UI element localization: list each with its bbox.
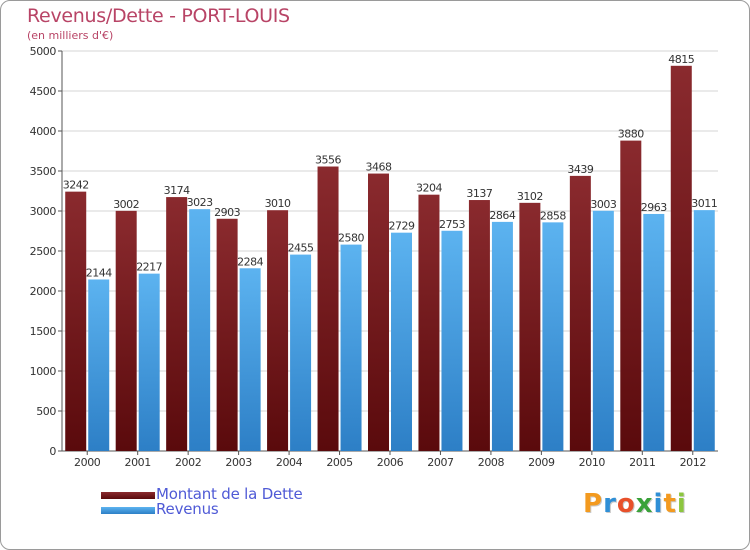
y-tick-label-4000: 4000 [30,125,57,138]
bar-revenus-2005 [340,244,362,451]
y-tick-label-1000: 1000 [30,365,57,378]
grid-lines [62,50,718,452]
y-tick-label-0: 0 [49,445,56,458]
x-tick-label-2007: 2007 [427,456,454,469]
data-label-dette-2010: 3439 [567,163,593,176]
bar-dette-2003 [216,218,238,451]
data-label-revenus-2005: 2580 [338,232,364,245]
bar-dette-2010 [569,175,591,451]
bar-revenus-2003 [239,268,261,451]
logo-letter: r [603,489,617,519]
bar-dette-2007 [418,194,440,451]
axes: 0 500 1000 1500 2000 2500 3000 3500 4000 4500 5000… [30,45,718,469]
legend-swatch-dette [101,492,155,499]
data-label-revenus-2009: 2858 [540,209,566,222]
x-tick-label-2002: 2002 [175,456,201,469]
data-label-dette-2005: 3556 [315,154,341,167]
data-label-revenus-2006: 2729 [389,220,415,233]
data-label-revenus-2004: 2455 [288,242,314,255]
bar-revenus-2010 [592,210,614,451]
bar-dette-2000 [65,191,87,451]
bar-revenus-2000 [88,279,110,451]
x-tick-label-2009: 2009 [528,456,555,469]
bar-revenus-2002 [189,209,211,451]
data-label-dette-2007: 3204 [416,182,442,195]
data-label-revenus-2002: 3023 [187,196,213,209]
y-tick-label-2500: 2500 [30,245,57,258]
data-label-dette-2001: 3002 [113,198,139,211]
logo-letter: P [583,489,604,519]
y-tick-label-1500: 1500 [30,325,57,338]
data-label-dette-2004: 3010 [265,197,291,210]
x-tick-label-2008: 2008 [478,456,505,469]
x-tick-label-2003: 2003 [225,456,252,469]
legend-label-revenus: Revenus [156,500,219,518]
y-tick-label-5000: 5000 [30,45,57,58]
legend-swatch-revenus [101,507,155,514]
bar-revenus-2008 [491,221,513,451]
bar-dette-2002 [166,197,188,451]
bar-dette-2012 [670,65,692,452]
data-label-revenus-2000: 2144 [86,266,112,279]
y-tick-label-3500: 3500 [30,165,57,178]
data-label-dette-2006: 3468 [366,161,392,174]
logo-letter: t [663,489,677,519]
data-label-revenus-2010: 3003 [590,198,616,211]
bar-dette-2006 [368,173,389,451]
x-tick-label-2001: 2001 [124,456,150,469]
logo-letter: i [676,489,687,519]
bar-revenus-2009 [542,222,564,451]
data-label-revenus-2012: 3011 [691,197,717,210]
data-label-dette-2009: 3102 [517,190,543,203]
x-tick-label-2010: 2010 [579,456,606,469]
data-label-dette-2008: 3137 [466,187,492,200]
bar-revenus-2006 [391,232,412,451]
x-tick-label-2011: 2011 [629,456,655,469]
bar-dette-2005 [317,166,339,451]
bar-revenus-2012 [693,210,715,451]
bar-dette-2009 [519,202,541,451]
data-label-revenus-2003: 2284 [237,255,263,268]
x-tick-label-2012: 2012 [680,456,706,469]
bar-revenus-2011 [643,213,665,451]
logo-letter: i [653,489,664,519]
data-label-dette-2000: 3242 [63,179,89,192]
bar-revenus-2007 [441,230,463,451]
proxiti-logo: Proxiti [583,489,687,519]
bar-revenus-2001 [138,273,160,451]
bars [65,65,715,452]
x-tick-label-2004: 2004 [276,456,303,469]
logo-letter: x [635,489,654,519]
data-label-dette-2011: 3880 [618,128,644,141]
data-label-revenus-2001: 2217 [136,261,162,274]
logo-letter: o [616,489,636,519]
y-tick-label-500: 500 [36,405,56,418]
chart-title: Revenus/Dette - PORT-LOUIS [27,5,290,27]
data-label-dette-2012: 4815 [668,53,694,66]
chart-subtitle: (en milliers d'€) [27,29,114,42]
bar-dette-2001 [115,210,137,451]
bar-revenus-2004 [290,254,312,451]
data-label-revenus-2008: 2864 [489,209,515,222]
data-label-dette-2003: 2903 [214,206,240,219]
bar-dette-2004 [267,210,289,451]
y-tick-label-2000: 2000 [30,285,57,298]
y-tick-label-4500: 4500 [30,85,57,98]
bar-dette-2008 [468,200,490,451]
legend-label-dette: Montant de la Dette [156,485,303,503]
y-tick-label-3000: 3000 [30,205,57,218]
data-label-dette-2002: 3174 [164,184,190,197]
bar-dette-2011 [620,140,642,451]
data-label-revenus-2007: 2753 [439,218,465,231]
data-label-revenus-2011: 2963 [641,201,667,214]
x-tick-label-2000: 2000 [74,456,101,469]
x-tick-label-2006: 2006 [377,456,404,469]
x-tick-label-2005: 2005 [326,456,353,469]
